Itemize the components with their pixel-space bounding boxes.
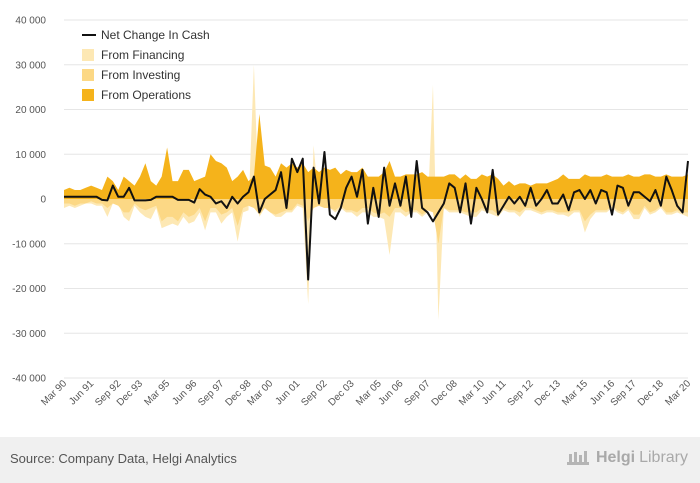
x-tick-label: Jun 91 bbox=[67, 378, 96, 407]
y-tick-label: -20 000 bbox=[12, 284, 46, 295]
x-tick-label: Jun 01 bbox=[273, 378, 302, 407]
y-tick-label: 0 bbox=[40, 195, 46, 206]
legend-label: From Investing bbox=[101, 68, 180, 82]
footer: Source: Company Data, Helgi Analytics He… bbox=[0, 437, 700, 483]
x-tick-label: Mar 20 bbox=[663, 378, 693, 408]
y-tick-label: -10 000 bbox=[12, 239, 46, 250]
y-tick-label: -40 000 bbox=[12, 374, 46, 385]
legend: Net Change In Cash From Financing From Inv… bbox=[82, 28, 210, 102]
legend-label: From Operations bbox=[101, 88, 191, 102]
x-tick-label: Mar 15 bbox=[560, 378, 590, 408]
brand-name-part2: Library bbox=[639, 449, 688, 466]
net-change-line bbox=[64, 151, 689, 281]
x-tick-label: Mar 10 bbox=[457, 378, 487, 408]
area-from-operations bbox=[64, 113, 688, 199]
x-tick-label: Sep 07 bbox=[402, 378, 432, 408]
area-from-investing bbox=[64, 199, 688, 244]
net-change-in-cash-line bbox=[64, 151, 689, 281]
library-logo-icon bbox=[566, 451, 589, 465]
x-tick-label: Jun 96 bbox=[170, 378, 199, 407]
y-tick-label: -30 000 bbox=[12, 329, 46, 340]
y-tick-label: 10 000 bbox=[15, 150, 46, 161]
y-axis-labels: -40 000 -30 000 -20 000 -10 000 0 10 000 20 00… bbox=[12, 16, 46, 385]
x-tick-label: Dec 13 bbox=[533, 378, 563, 408]
x-tick-label: Jun 06 bbox=[377, 378, 406, 407]
x-tick-label: Mar 95 bbox=[142, 378, 172, 408]
source-text: Source: Company Data, Helgi Analytics bbox=[10, 451, 237, 466]
x-tick-label: Sep 02 bbox=[299, 378, 329, 408]
legend-swatch-from-financing bbox=[82, 49, 94, 61]
legend-swatch-from-investing bbox=[82, 69, 94, 81]
area-series bbox=[64, 64, 688, 320]
legend-swatch-from-operations bbox=[82, 89, 94, 101]
x-tick-label: Dec 03 bbox=[327, 378, 357, 408]
brand-name-part1: Helgi bbox=[595, 449, 636, 466]
x-tick-label: Dec 18 bbox=[636, 378, 666, 408]
y-tick-label: 20 000 bbox=[15, 105, 46, 116]
x-tick-label: Sep 97 bbox=[196, 378, 226, 408]
legend-label: From Financing bbox=[101, 48, 184, 62]
x-tick-label: Sep 12 bbox=[506, 378, 536, 408]
x-tick-label: Dec 08 bbox=[430, 378, 460, 408]
helgi-library-logo: Helgi Library bbox=[566, 448, 688, 468]
y-tick-label: 40 000 bbox=[15, 16, 46, 27]
x-tick-label: Jun 11 bbox=[480, 378, 509, 407]
legend-label: Net Change In Cash bbox=[101, 28, 210, 42]
cash-flow-chart: -40 000 -30 000 -20 000 -10 000 0 10 000 20 00… bbox=[12, 16, 693, 409]
y-tick-label: 30 000 bbox=[15, 60, 46, 71]
